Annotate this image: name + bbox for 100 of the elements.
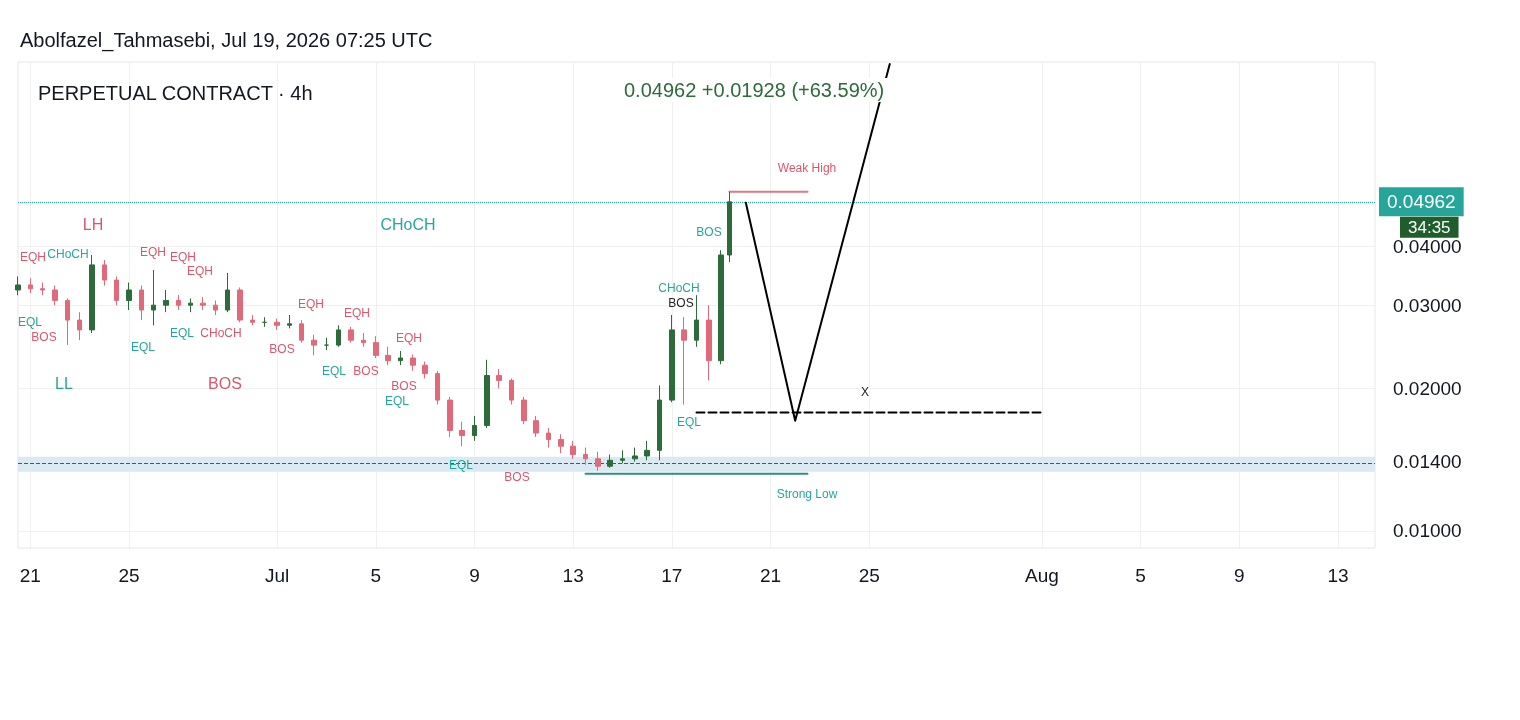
candlestick bbox=[373, 335, 379, 359]
candlestick bbox=[509, 377, 514, 405]
candlestick bbox=[361, 332, 366, 348]
candlestick bbox=[644, 440, 650, 461]
candlestick bbox=[422, 361, 428, 379]
y-tick-label: 0.04000 bbox=[1393, 235, 1462, 257]
candlestick bbox=[151, 269, 156, 326]
candlestick bbox=[324, 337, 329, 351]
candlestick bbox=[311, 334, 317, 356]
annotation: EQH bbox=[19, 250, 47, 264]
candlestick bbox=[718, 249, 724, 365]
annotation: CHoCH bbox=[47, 247, 89, 261]
candlestick bbox=[583, 447, 588, 466]
x-tick-label: 25 bbox=[858, 565, 880, 586]
candlestick bbox=[52, 285, 58, 306]
annotation: EQH bbox=[186, 264, 214, 278]
annotation: EQL bbox=[676, 415, 702, 429]
y-tick-label: 0.02000 bbox=[1393, 377, 1462, 399]
x-tick-label: 21 bbox=[759, 565, 782, 586]
candlestick bbox=[225, 272, 230, 313]
candlestick bbox=[669, 314, 675, 403]
x-tick-label: 9 bbox=[469, 565, 480, 586]
candlestick bbox=[40, 282, 45, 296]
y-tick-label: 0.01400 bbox=[1393, 451, 1462, 473]
annotation: EQH bbox=[169, 250, 197, 264]
y-tick-label: 0.03000 bbox=[1393, 294, 1462, 316]
annotation: EQH bbox=[297, 297, 325, 311]
candlestick bbox=[521, 396, 527, 425]
candlestick bbox=[570, 440, 576, 460]
candlestick bbox=[694, 294, 699, 348]
candlestick bbox=[459, 421, 465, 447]
x-tick-label: 21 bbox=[19, 565, 41, 586]
candlestick bbox=[681, 316, 687, 405]
x-tick-label: 13 bbox=[562, 565, 584, 586]
candlestick bbox=[435, 370, 440, 405]
candlestick bbox=[620, 449, 625, 464]
annotation: CHoCH bbox=[658, 281, 700, 295]
x-tick-label: 5 bbox=[370, 565, 382, 586]
annotation: EQH bbox=[395, 331, 423, 345]
candlestick bbox=[126, 282, 132, 311]
candlestick bbox=[546, 427, 551, 449]
x-tick-label: 13 bbox=[1327, 565, 1349, 586]
candlestick bbox=[595, 451, 601, 472]
x-tick-label: 25 bbox=[118, 565, 140, 586]
annotation: BOS bbox=[504, 470, 530, 484]
x-tick-label: 17 bbox=[661, 565, 683, 586]
annotation: EQL bbox=[17, 315, 43, 329]
candlestick bbox=[200, 296, 206, 311]
text: 34:35 bbox=[1408, 217, 1451, 237]
text: Abolfazel_Tahmasebi, Jul 19, 2026 07:25 UTC bbox=[20, 29, 433, 52]
annotation: BOS bbox=[353, 364, 379, 378]
annotation: EQL bbox=[169, 326, 195, 340]
annotation: CHoCH bbox=[200, 326, 242, 340]
annotation: EQL bbox=[321, 364, 347, 378]
candlestick bbox=[496, 368, 502, 389]
candlestick bbox=[188, 297, 193, 313]
candlestick bbox=[102, 259, 107, 287]
ref-line-label: 0.04962 bbox=[1387, 191, 1456, 213]
candlestick bbox=[336, 324, 341, 348]
annotation: BOS bbox=[391, 379, 417, 393]
annotation: CHoCH bbox=[380, 215, 436, 233]
candlestick bbox=[28, 277, 33, 294]
candlestick bbox=[274, 318, 280, 331]
annotation: BOS bbox=[208, 374, 242, 392]
annotation: EQH bbox=[343, 306, 371, 320]
candlestick bbox=[15, 275, 21, 296]
candlestick bbox=[89, 254, 95, 334]
candlestick bbox=[299, 319, 304, 344]
candlestick bbox=[250, 314, 255, 326]
candlestick bbox=[447, 396, 453, 438]
annotation: BOS bbox=[696, 225, 722, 239]
candlestick bbox=[533, 415, 539, 438]
candlestick bbox=[632, 447, 638, 463]
y-tick-label: 0.01000 bbox=[1393, 520, 1462, 542]
annotation: EQL bbox=[130, 340, 156, 354]
candlestick bbox=[237, 286, 243, 323]
annotation: EQL bbox=[384, 394, 410, 408]
candlestick bbox=[484, 359, 490, 429]
candlestick bbox=[163, 289, 169, 313]
annotation: LL bbox=[55, 374, 73, 392]
candlestick bbox=[410, 353, 416, 372]
x-tick-label: Aug bbox=[1025, 565, 1059, 586]
candlestick bbox=[77, 311, 82, 341]
candlestick bbox=[607, 454, 613, 469]
candlestick bbox=[139, 285, 144, 321]
candlestick bbox=[65, 297, 70, 346]
annotation: BOS bbox=[269, 342, 295, 356]
annotation: X bbox=[860, 385, 870, 399]
candlestick bbox=[706, 304, 712, 381]
text: 0.04962 +0.01928 (+63.59%) bbox=[624, 79, 885, 101]
candlestick bbox=[657, 384, 662, 461]
candlestick bbox=[213, 299, 218, 316]
x-tick-label: Jul bbox=[264, 565, 290, 586]
annotation: Strong Low bbox=[776, 487, 838, 501]
annotation: BOS bbox=[31, 330, 57, 344]
candlestick bbox=[398, 350, 403, 366]
text: PERPETUAL CONTRACT · 4h bbox=[38, 82, 313, 104]
x-tick-label: 9 bbox=[1234, 565, 1245, 586]
candlestick bbox=[472, 415, 477, 442]
annotation: Weak High bbox=[777, 161, 837, 175]
